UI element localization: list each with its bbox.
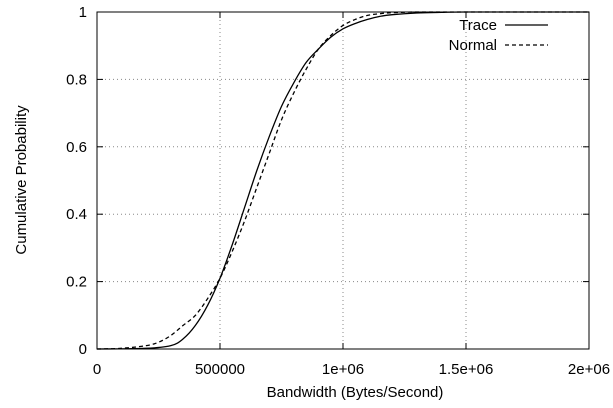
y-tick-label: 0.4 [66,206,87,223]
y-tick-label: 1 [79,4,87,21]
series-layer [96,11,589,350]
x-axis-label: Bandwidth (Bytes/Second) [267,384,444,401]
legend: Trace Normal [449,17,548,54]
y-tick-label: 0.8 [66,71,87,88]
legend-label-trace: Trace [459,17,497,34]
series-line-trace [96,11,589,350]
legend-label-normal: Normal [449,37,497,54]
x-tick-label: 500000 [195,361,245,378]
x-tick-label: 1.5e+06 [439,361,494,378]
x-tick-label: 0 [93,361,101,378]
y-tick-label: 0.6 [66,139,87,156]
y-tick-label: 0 [79,341,87,358]
x-tick-label: 2e+06 [568,361,610,378]
grid-layer [97,12,589,349]
y-axis-label: Cumulative Probability [13,105,30,255]
x-tick-label: 1e+06 [322,361,364,378]
axis-layer: 0 500000 1e+06 1.5e+06 2e+06 0 0.2 0.4 0.6 0.8 1 [66,4,610,378]
y-tick-label: 0.2 [66,274,87,291]
